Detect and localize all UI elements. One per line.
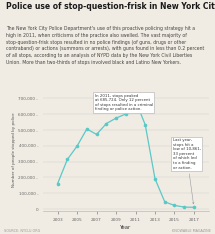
Y-axis label: Number of people stopped by police: Number of people stopped by police <box>12 113 16 187</box>
X-axis label: Year: Year <box>120 225 131 230</box>
Text: KNOWABLE MAGAZINE: KNOWABLE MAGAZINE <box>172 229 211 233</box>
Text: Last year,
stops hit a
low of 10,861,
33 percent
of which led
to a finding
or ac: Last year, stops hit a low of 10,861, 33… <box>172 138 201 204</box>
Text: Police use of stop-question-frisk in New York City: Police use of stop-question-frisk in New… <box>6 2 215 11</box>
Text: SOURCE: NYCLU.ORG: SOURCE: NYCLU.ORG <box>4 229 41 233</box>
Text: In 2011, stops peaked
at 685,724. Only 12 percent
of stops resulted in a crimina: In 2011, stops peaked at 685,724. Only 1… <box>95 94 153 111</box>
Text: The New York City Police Department's use of this proactive policing strategy hi: The New York City Police Department's us… <box>6 26 205 65</box>
